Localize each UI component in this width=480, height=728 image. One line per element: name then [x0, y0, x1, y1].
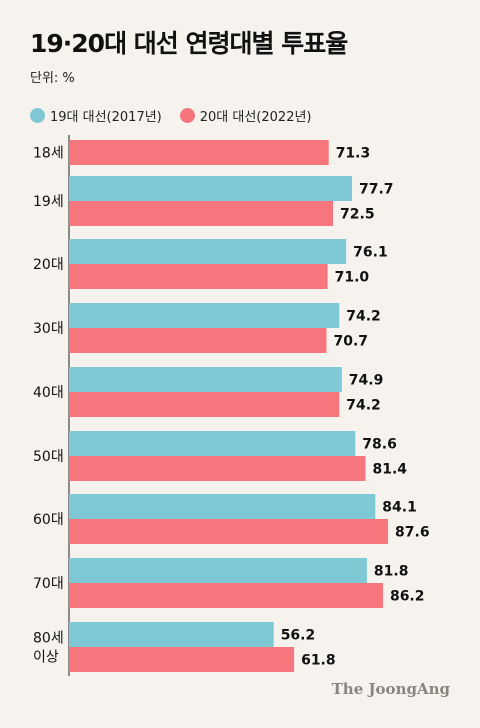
category-label: 19세	[33, 194, 64, 210]
data-label: 61.8	[301, 653, 336, 669]
data-label: 78.6	[362, 437, 397, 453]
category-label: 30대	[33, 321, 64, 337]
bar-2017	[69, 367, 342, 392]
bar-2022	[69, 328, 327, 353]
bar-2017	[69, 558, 367, 583]
data-label: 81.8	[374, 564, 409, 580]
data-label: 86.2	[390, 589, 425, 605]
data-label: 76.1	[353, 245, 388, 261]
bar-2022	[69, 201, 334, 226]
chart-title: 19·20대 대선 연령대별 투표율	[30, 29, 348, 58]
bar-2017	[69, 622, 274, 647]
source-logo: The JoongAng	[331, 680, 450, 698]
category-label: 70대	[33, 576, 64, 592]
data-label: 87.6	[395, 525, 430, 541]
bar-2022	[69, 583, 383, 608]
data-label: 74.9	[349, 373, 384, 389]
bar-2017	[69, 494, 376, 519]
bar-2022	[69, 456, 366, 481]
category-label: 80세 이상	[33, 631, 64, 666]
data-label: 77.7	[359, 182, 394, 198]
legend-swatch-2017	[30, 108, 45, 123]
data-label: 74.2	[346, 398, 381, 414]
category-label: 40대	[33, 385, 64, 401]
category-label: 50대	[33, 449, 64, 465]
data-label: 74.2	[346, 309, 381, 325]
bar-2022	[69, 264, 328, 289]
data-label: 72.5	[340, 207, 375, 223]
bar-2022	[69, 140, 329, 165]
legend: 19대 대선(2017년) 20대 대선(2022년)	[30, 106, 330, 125]
data-label: 84.1	[382, 500, 417, 516]
category-label: 60대	[33, 512, 64, 528]
data-label: 70.7	[334, 334, 369, 350]
legend-swatch-2022	[179, 108, 195, 123]
data-label: 71.0	[335, 270, 370, 286]
bar-2017	[69, 431, 356, 456]
legend-item-2017: 19대 대선(2017년)	[30, 106, 162, 125]
data-label: 56.2	[281, 628, 316, 644]
bar-2022	[69, 519, 389, 544]
bar-2022	[69, 392, 340, 417]
category-label: 18세	[33, 146, 64, 162]
bar-2017	[69, 303, 340, 328]
data-label: 81.4	[372, 462, 407, 478]
data-label: 71.3	[336, 146, 371, 162]
unit-label: 단위: %	[30, 71, 75, 86]
category-label: 20대	[33, 257, 64, 273]
legend-label-2017: 19대 대선(2017년)	[50, 110, 162, 125]
legend-item-2022: 20대 대선(2022년)	[179, 106, 312, 125]
bar-2022	[69, 647, 295, 672]
legend-label-2022: 20대 대선(2022년)	[199, 110, 312, 125]
bar-2017	[69, 239, 347, 264]
bar-2017	[69, 176, 352, 201]
